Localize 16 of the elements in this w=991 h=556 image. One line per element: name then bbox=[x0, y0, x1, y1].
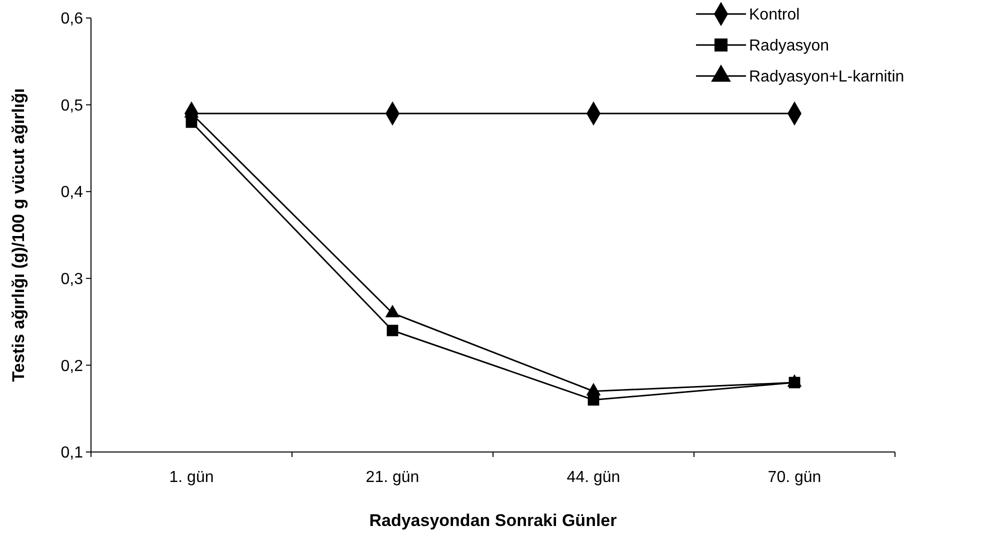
x-tick-label: 70. gün bbox=[768, 469, 822, 486]
y-tick-label: 0,2 bbox=[60, 358, 84, 375]
y-tick-label: 0,1 bbox=[60, 444, 84, 462]
y-tick-label: 0,3 bbox=[60, 271, 84, 288]
x-tick-label: 44. gün bbox=[566, 469, 620, 486]
legend-label: Radyasyon bbox=[749, 38, 830, 55]
y-tick-label: 0,5 bbox=[60, 97, 84, 114]
y-tick-label: 0,6 bbox=[60, 10, 84, 28]
y-tick-label: 0,4 bbox=[60, 184, 84, 202]
y-axis-title: Testis ağırlığı (g)/100 g vücut ağırlığı bbox=[9, 88, 28, 382]
legend-label: Radyasyon+L-karnitin bbox=[749, 68, 904, 86]
x-tick-label: 21. gün bbox=[366, 469, 420, 486]
x-tick-label: 1. gün bbox=[169, 469, 214, 486]
x-axis-title: Radyasyondan Sonraki Günler bbox=[369, 511, 618, 530]
point bbox=[386, 324, 398, 336]
legend-label: Kontrol bbox=[749, 6, 800, 24]
